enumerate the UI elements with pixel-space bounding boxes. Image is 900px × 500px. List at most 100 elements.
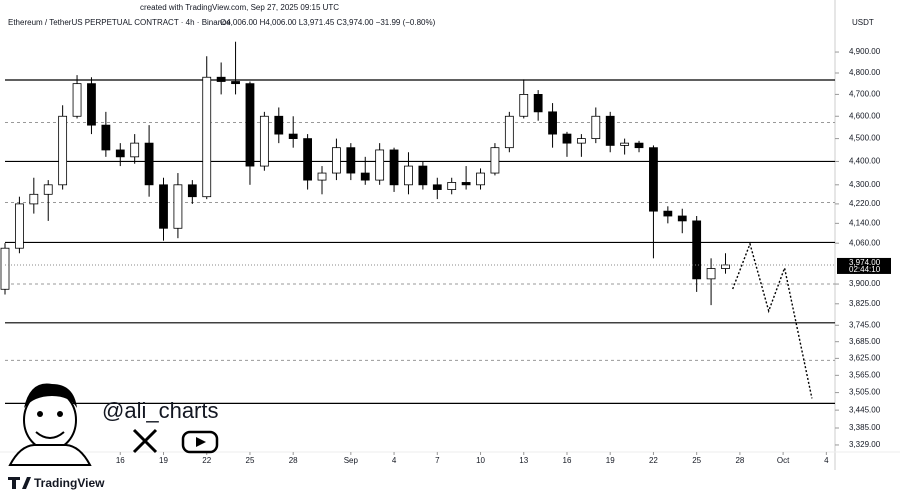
candle-body: [245, 83, 255, 167]
candle-body: [130, 142, 140, 158]
y-tick-label: 4,400.00: [849, 157, 881, 166]
brand: TradingView: [34, 476, 105, 490]
handle: @ali_charts: [102, 398, 219, 423]
x-tick-label: 19: [606, 456, 615, 465]
x-tick-label: 19: [159, 456, 168, 465]
candle-body: [519, 94, 529, 117]
candle-body: [490, 147, 500, 174]
candle-body: [288, 133, 298, 140]
candle-body: [721, 264, 730, 269]
candle-body: [216, 76, 226, 82]
x-tick-label: 10: [476, 456, 485, 465]
y-tick-label: 3,329.00: [849, 440, 881, 449]
candle-body: [202, 76, 212, 198]
candle-body: [375, 149, 385, 181]
candle-body: [476, 172, 485, 186]
candle-body: [29, 193, 39, 205]
candle-body: [591, 115, 601, 140]
y-tick-label: 4,220.00: [849, 199, 881, 208]
candle-body: [346, 147, 356, 174]
y-tick-label: 4,800.00: [849, 68, 881, 77]
created-note: created with TradingView.com, Sep 27, 20…: [140, 3, 339, 12]
y-tick-label: 3,685.00: [849, 337, 881, 346]
candle-body: [605, 115, 615, 146]
candle-body: [159, 184, 168, 229]
x-tick-label: 13: [519, 456, 528, 465]
candle-body: [72, 83, 82, 117]
candle-body: [87, 83, 96, 126]
x-tick-label: Sep: [344, 456, 359, 465]
x-tick-label: 16: [116, 456, 125, 465]
ohlc-info: O4,006.00 H4,006.00 L3,971.45 C3,974.00 …: [220, 18, 436, 27]
candle-body: [548, 111, 557, 135]
candle-body: [15, 203, 24, 249]
x-tick-label: 22: [649, 456, 658, 465]
candle-body: [58, 115, 68, 186]
y-tick-label: 4,140.00: [849, 218, 881, 227]
y-tick-label: 3,445.00: [849, 405, 881, 414]
candle-body: [634, 142, 644, 149]
candle-body: [274, 115, 284, 135]
candle-body: [101, 124, 111, 151]
x-tick-label: 7: [435, 456, 440, 465]
x-tick-label: 4: [392, 456, 397, 465]
y-tick-label: 3,565.00: [849, 370, 881, 379]
candle-body: [259, 115, 269, 167]
y-tick-label: 3,825.00: [849, 299, 881, 308]
candle-body: [504, 115, 514, 149]
candle-body: [115, 149, 125, 158]
candle-body: [389, 149, 399, 186]
candle-body: [303, 138, 313, 181]
x-tick-label: 25: [246, 456, 255, 465]
countdown-label: 02:44:10: [849, 265, 881, 274]
candle-body: [187, 184, 197, 198]
candle-body: [317, 172, 327, 181]
x-tick-label: Oct: [777, 456, 790, 465]
y-tick-label: 4,600.00: [849, 111, 881, 120]
candle-body: [43, 184, 53, 195]
y-tick-label: 3,625.00: [849, 353, 881, 362]
candle-body: [461, 182, 471, 186]
candle-body: [447, 182, 457, 190]
candle-body: [620, 142, 630, 146]
youtube-play: [196, 437, 206, 447]
y-tick-label: 3,745.00: [849, 320, 881, 329]
candle-body: [533, 94, 543, 113]
currency: USDT: [852, 18, 874, 27]
symbol-info: Ethereum / TetherUS PERPETUAL CONTRACT ·…: [8, 18, 231, 27]
candle-body: [432, 184, 442, 190]
candle-body: [173, 184, 183, 229]
candle-body: [231, 81, 240, 85]
y-tick-label: 4,500.00: [849, 134, 881, 143]
candle-body: [144, 142, 154, 186]
candle-body: [576, 138, 586, 144]
plot: 4,900.00 4,800.00 4,700.00 4,600.00 4,500.00…: [0, 41, 881, 465]
y-tick-label: 3,505.00: [849, 388, 881, 397]
x-tick-label: 16: [563, 456, 572, 465]
candle-body: [706, 268, 716, 280]
y-tick-label: 4,700.00: [849, 90, 881, 99]
y-tick-label: 4,300.00: [849, 180, 881, 189]
candle-body: [692, 220, 702, 280]
x-icon: [132, 428, 158, 454]
candle-body: [562, 133, 572, 144]
candle-body: [404, 165, 413, 186]
candle-body: [418, 165, 428, 186]
tv-logo: [8, 477, 31, 489]
x-tick-label: 25: [692, 456, 701, 465]
x-tick-label: 22: [202, 456, 211, 465]
avatar: [8, 383, 92, 466]
price-tag-label: 3,974.00: [849, 258, 881, 267]
candle-body: [360, 172, 370, 181]
candle-body: [663, 210, 673, 217]
candle-body: [677, 215, 687, 222]
projection-path: [732, 241, 813, 399]
price-tag: [837, 257, 891, 274]
x-tick-label: 28: [735, 456, 744, 465]
candle-body: [0, 247, 10, 290]
x-tick-label: 4: [824, 456, 829, 465]
youtube-icon: [181, 430, 219, 454]
candle-body: [332, 147, 341, 174]
